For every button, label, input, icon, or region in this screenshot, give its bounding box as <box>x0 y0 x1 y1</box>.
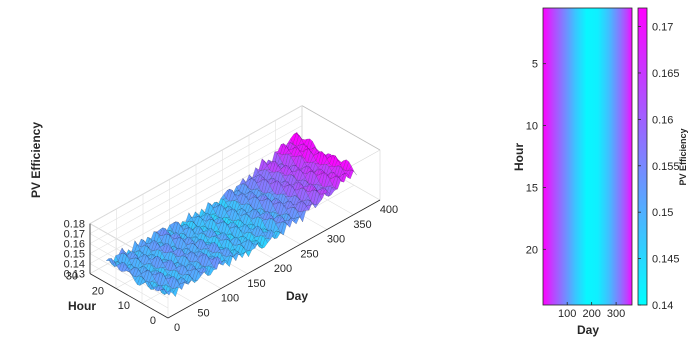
heatmap-ticks: 100 200 300 5 10 15 20 <box>526 59 626 320</box>
z-tick-label: 0.14 <box>64 259 85 271</box>
y-tick-label: 30 <box>66 271 78 283</box>
x-tick-label: 300 <box>327 234 345 246</box>
heatmap-y-tick-label: 5 <box>532 59 538 71</box>
colorbar <box>637 7 648 306</box>
x-tick-label: 100 <box>221 293 239 305</box>
colorbar-ticks: 0.14 0.145 0.15 0.155 0.16 0.165 0.17 <box>638 22 680 312</box>
surface <box>105 132 357 297</box>
heatmap-y-tick-label: 20 <box>526 244 538 256</box>
y-tick-label: 20 <box>92 285 104 297</box>
box-edge <box>301 105 381 151</box>
surface-patch <box>350 169 357 176</box>
tick-labels: 05010015020025030035040001020300.130.140… <box>64 204 399 334</box>
y-axis-line <box>89 273 169 319</box>
colorbar-tick-label: 0.15 <box>652 207 673 219</box>
grid-line <box>89 115 303 234</box>
grid-line <box>89 135 303 254</box>
grid-line <box>89 253 169 299</box>
colorbar-tick-label: 0.155 <box>652 161 680 173</box>
y-tick-label: 0 <box>150 315 156 327</box>
colorbar-label: PV Efficiency <box>678 128 688 185</box>
heatmap-x-tick-label: 200 <box>582 308 600 320</box>
colorbar-tick-label: 0.165 <box>652 68 680 80</box>
colorbar-tick-label: 0.14 <box>652 300 673 312</box>
colorbar-tick-label: 0.145 <box>652 254 680 266</box>
grid-line <box>89 263 169 309</box>
z-tick-label: 0.16 <box>64 239 85 251</box>
x-axis-label: Day <box>286 289 308 303</box>
grid-line <box>89 125 303 244</box>
colorbar-tick-label: 0.17 <box>652 22 673 34</box>
axes-box-front <box>89 199 381 319</box>
z-tick-label: 0.18 <box>64 219 85 231</box>
z-axis-label: PV Efficiency <box>29 122 43 198</box>
x-tick-label: 150 <box>247 278 265 290</box>
x-tick-label: 350 <box>353 219 371 231</box>
z-tick-label: 0.15 <box>64 249 85 261</box>
x-tick-label: 250 <box>300 248 318 260</box>
x-tick-label: 0 <box>174 322 180 334</box>
x-tick-label: 200 <box>274 263 292 275</box>
heatmap-y-tick-label: 15 <box>526 182 538 194</box>
y-tick-label: 10 <box>118 300 130 312</box>
x-tick-label: 400 <box>380 204 398 216</box>
heatmap-x-tick-label: 100 <box>558 308 576 320</box>
x-axis-line <box>167 199 381 319</box>
heatmap-y-label: Hour <box>512 143 526 171</box>
heatmap-y-tick-label: 10 <box>526 121 538 133</box>
heatmap-area <box>542 7 633 306</box>
grid-line <box>89 105 303 224</box>
x-tick-label: 50 <box>197 307 209 319</box>
y-axis-label: Hour <box>68 299 96 313</box>
heatmap-x-label: Day <box>577 323 599 337</box>
colorbar-tick-label: 0.16 <box>652 114 673 126</box>
z-tick-label: 0.17 <box>64 229 85 241</box>
surface-plot: 05010015020025030035040001020300.130.140… <box>29 105 399 334</box>
heatmap-x-tick-label: 300 <box>607 308 625 320</box>
z-tick-label: 0.13 <box>64 269 85 281</box>
